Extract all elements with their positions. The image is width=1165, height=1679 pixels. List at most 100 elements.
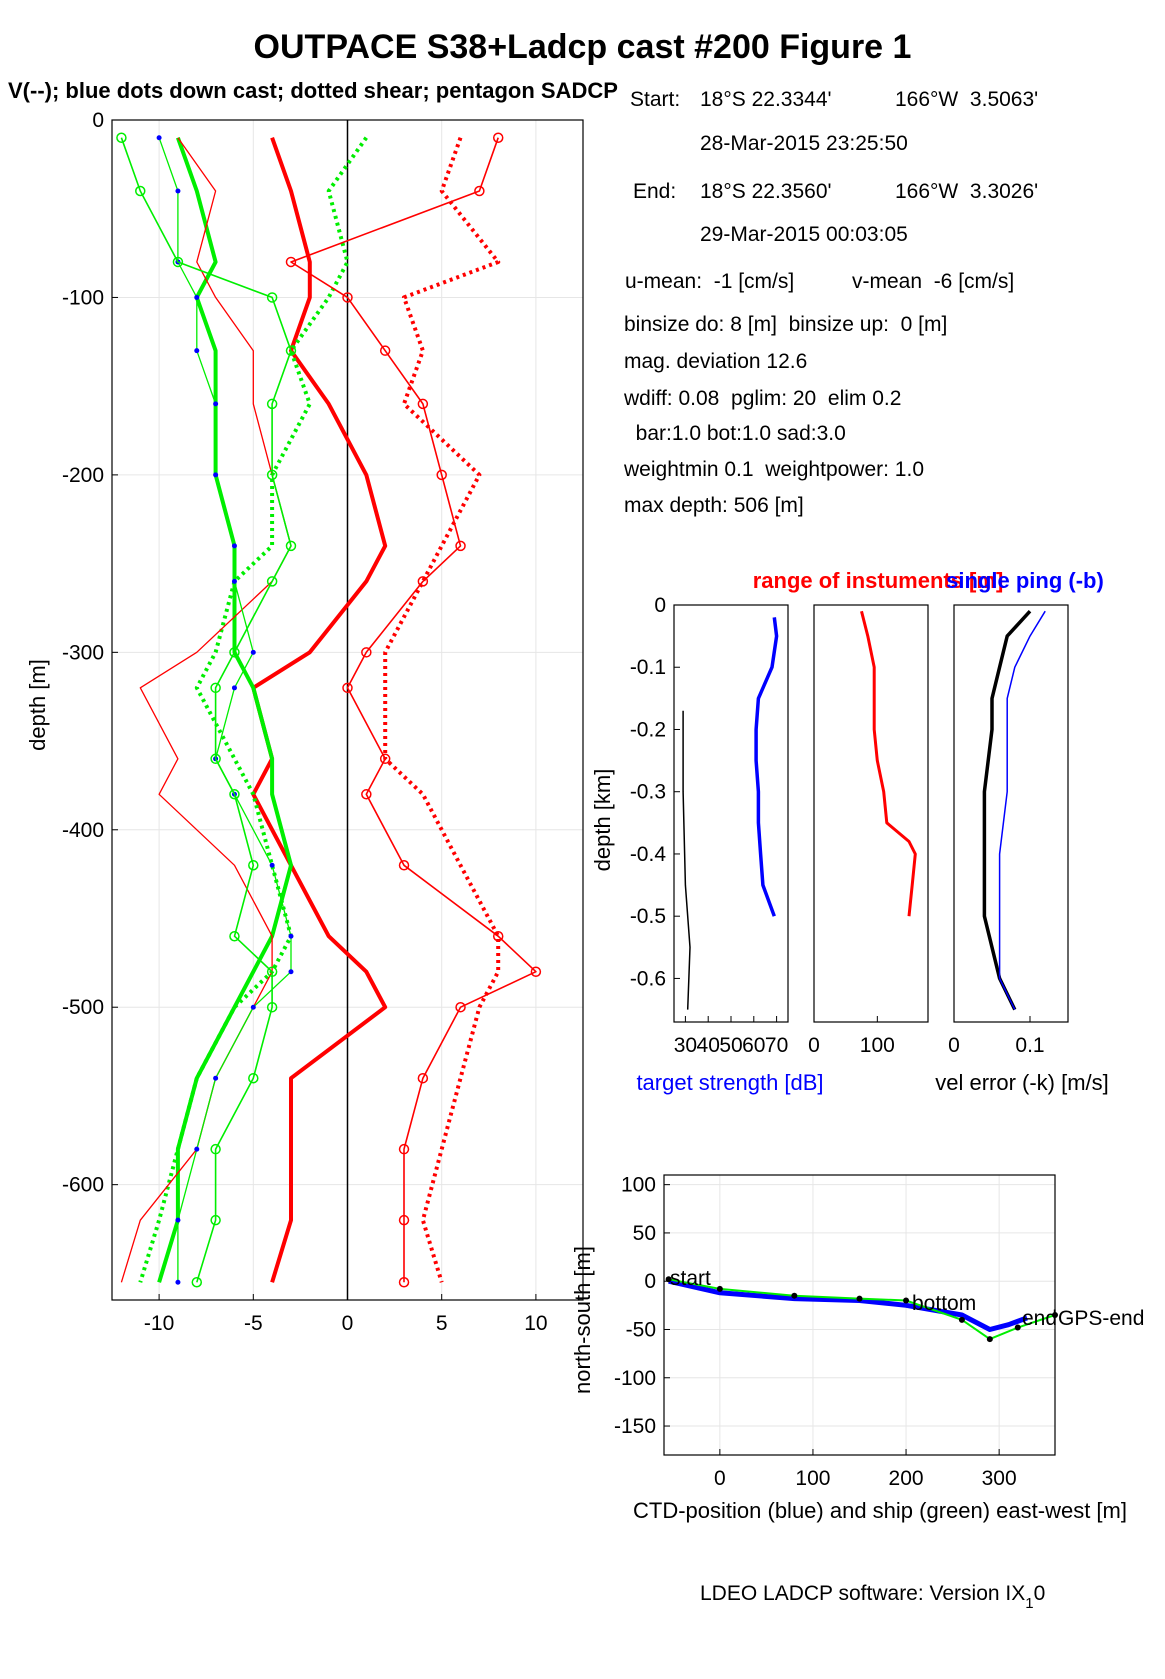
tick-label-y: -200 [62, 464, 104, 487]
tick-label-y: -600 [62, 1174, 104, 1197]
tick-label-x: 100 [860, 1034, 895, 1057]
downcast-dot [250, 649, 256, 655]
tick-label-x: 10 [524, 1312, 547, 1335]
series-ctd [668, 1278, 1028, 1332]
sadcp-marker [266, 966, 278, 977]
track-point [986, 1336, 993, 1343]
downcast-dot [231, 685, 237, 691]
downcast-dot [231, 543, 237, 549]
footer-tail: 0 [1034, 1582, 1046, 1605]
plot-frame [813, 604, 929, 1023]
sadcp-marker [417, 1072, 429, 1084]
weightmin: weightmin 0.1 weightpower: 1.0 [624, 458, 924, 481]
end-lon: 166°W 3.3026' [895, 180, 1039, 203]
downcast-dot [175, 1217, 181, 1223]
end-time: 29-Mar-2015 00:03:05 [700, 223, 908, 246]
tick-label-y: 0 [644, 1270, 656, 1293]
position-plot: 0 100 200 300 100 50 0 -50 -100 -150 [614, 1174, 1058, 1490]
tick-label-y: -300 [62, 641, 104, 664]
sadcp-marker [248, 860, 259, 871]
tick-label-y: -500 [62, 996, 104, 1019]
track-point [856, 1295, 863, 1302]
sadcp-marker [210, 1143, 221, 1155]
sadcp-marker [285, 540, 297, 552]
tick-label-y: -400 [62, 819, 104, 842]
downcast-dot [194, 294, 200, 300]
track-point [665, 1276, 672, 1283]
tick-label-y: -0.1 [630, 656, 666, 679]
sadcp-marker [398, 1214, 410, 1226]
plot-frame [663, 1174, 1056, 1456]
sadcp-marker [436, 469, 447, 481]
sadcp-marker [398, 1277, 410, 1288]
tick-label-x: 70 [765, 1034, 788, 1057]
end-label: End: [633, 180, 677, 203]
tick-label-y: -150 [614, 1415, 656, 1438]
err-title: single ping (-b) [946, 568, 1104, 593]
sadcp-marker [492, 930, 504, 942]
downcast-dot [250, 1004, 256, 1010]
sadcp-marker [266, 398, 278, 410]
sadcp-marker [210, 753, 221, 765]
series-range [860, 610, 917, 917]
downcast-dot [213, 472, 219, 478]
sadcp-marker [248, 1072, 259, 1084]
series-target-strength [754, 617, 779, 917]
tick-label-y: 0 [92, 109, 104, 132]
series-noise [682, 710, 691, 1010]
series-u-shear [383, 137, 501, 1283]
sadcp-marker [266, 469, 278, 481]
tick-label-y: -100 [62, 286, 104, 309]
downcast-dot [194, 348, 200, 354]
target-strength-plot: 30 40 50 60 70 0 -0.1 -0.2 -0.3 -0.4 -0.5 -0.6 [630, 594, 789, 1057]
sadcp-marker [266, 1001, 278, 1013]
tick-label-x: 100 [795, 1467, 830, 1490]
sadcp-marker [210, 682, 221, 694]
tick-label-y: -0.5 [630, 905, 666, 928]
tick-label-y: -50 [626, 1318, 656, 1341]
sadcp-marker [455, 1001, 466, 1013]
track-point [716, 1285, 723, 1292]
downcast-dot [175, 188, 181, 194]
track-point [791, 1292, 798, 1299]
tick-label-x: -10 [144, 1312, 174, 1335]
binsize: binsize do: 8 [m] binsize up: 0 [m] [624, 313, 948, 336]
sadcp-marker [285, 256, 297, 268]
sadcp-marker [455, 540, 466, 552]
sadcp-marker [191, 1277, 203, 1288]
start-time: 28-Mar-2015 23:25:50 [700, 132, 908, 155]
sadcp-marker [492, 132, 504, 143]
velocity-profile-plot: -10 -5 0 5 10 0 -100 -200 -300 -400 -500 -600 [62, 109, 584, 1335]
downcast-dot [213, 401, 219, 407]
weights: bar:1.0 bot:1.0 sad:3.0 [624, 422, 846, 445]
range-title: range of instuments [m] [753, 568, 1004, 593]
sadcp-marker [116, 132, 127, 143]
tick-label-x: 5 [436, 1312, 448, 1335]
sadcp-marker [210, 1214, 221, 1226]
tick-label-y: -0.6 [630, 967, 666, 990]
mag-deviation: mag. deviation 12.6 [624, 350, 808, 373]
downcast-dot [213, 1075, 219, 1081]
sadcp-marker [417, 398, 429, 410]
wdiff: wdiff: 0.08 pglim: 20 elim 0.2 [624, 387, 902, 410]
tick-label-x: 50 [719, 1034, 742, 1057]
track-point [1052, 1312, 1058, 1318]
start-label: Start: [630, 88, 681, 111]
tick-label-x: 0 [808, 1034, 820, 1057]
sadcp-marker [342, 682, 353, 694]
pos-label-start: start [670, 1267, 711, 1290]
pos-label-gps-end: GPS-end [1058, 1307, 1144, 1330]
sadcp-marker [229, 647, 240, 658]
tick-label-x: 300 [982, 1467, 1017, 1490]
ts-ylabel: depth [km] [590, 769, 615, 872]
series-v-down [158, 137, 292, 1283]
sadcp-marker [379, 753, 391, 765]
range-plot: 0 100 [808, 604, 929, 1057]
pos-label-bottom: bottom [912, 1292, 976, 1315]
sadcp-marker [135, 185, 146, 197]
footer-main: LDEO LADCP software: Version IX [700, 1582, 1025, 1605]
tick-label-x: 0.1 [1015, 1034, 1044, 1057]
sadcp-marker [361, 647, 372, 658]
sadcp-marker [266, 576, 278, 587]
